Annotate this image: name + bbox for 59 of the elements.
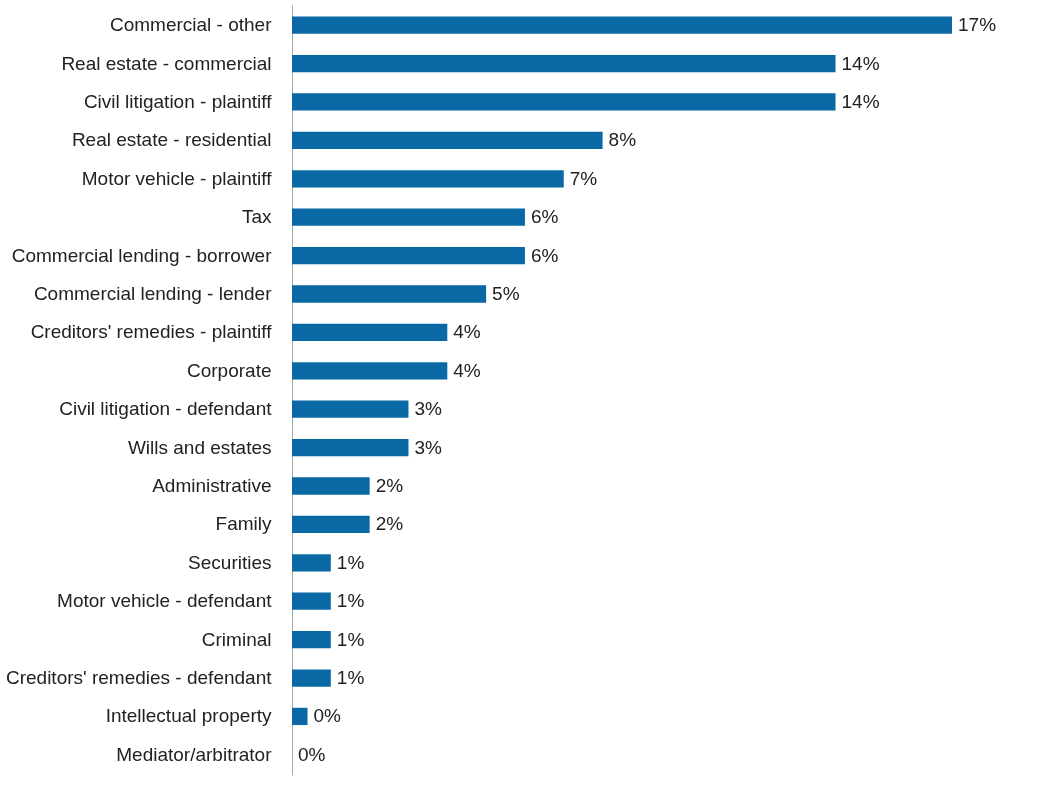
bar bbox=[292, 246, 525, 265]
y-tick-label: Criminal bbox=[201, 628, 272, 650]
bar bbox=[292, 669, 331, 687]
data-label: 7% bbox=[569, 167, 598, 189]
data-label: 3% bbox=[414, 436, 443, 458]
bar bbox=[292, 54, 836, 73]
data-label: 4% bbox=[453, 321, 481, 343]
y-tick-label: Civil litigation - defendant bbox=[59, 398, 273, 420]
bar bbox=[292, 630, 331, 649]
bar bbox=[292, 170, 564, 188]
data-label: 2% bbox=[375, 475, 404, 497]
y-tick-label: Tax bbox=[241, 206, 272, 228]
y-tick-label: Motor vehicle - plaintiff bbox=[81, 167, 273, 189]
data-label: 6% bbox=[530, 244, 559, 266]
y-tick-label: Real estate - commercial bbox=[61, 52, 272, 74]
bar bbox=[292, 707, 308, 726]
y-tick-label: Civil litigation - plaintiff bbox=[83, 90, 273, 112]
y-tick-label: Mediator/arbitrator bbox=[116, 743, 273, 765]
y-tick-label: Securities bbox=[188, 551, 272, 573]
y-tick-label: Commercial lending - borrower bbox=[11, 244, 273, 266]
bar bbox=[292, 438, 409, 457]
y-tick-label: Real estate - residential bbox=[71, 129, 272, 151]
bar bbox=[292, 208, 525, 226]
y-tick-label: Corporate bbox=[187, 359, 272, 381]
bar bbox=[292, 477, 370, 495]
data-label: 0% bbox=[313, 705, 342, 727]
y-tick-label: Creditors' remedies - plaintiff bbox=[30, 321, 273, 343]
data-label: 2% bbox=[375, 513, 404, 535]
data-label: 1% bbox=[336, 667, 365, 689]
bar bbox=[292, 323, 448, 342]
y-tick-label: Wills and estates bbox=[127, 436, 272, 458]
y-tick-label: Family bbox=[215, 513, 272, 535]
data-label: 1% bbox=[336, 628, 365, 650]
data-label: 4% bbox=[453, 359, 481, 381]
bar bbox=[292, 285, 487, 303]
data-label: 5% bbox=[492, 282, 520, 304]
data-label: 1% bbox=[336, 551, 365, 573]
bar bbox=[292, 554, 331, 572]
data-label: 14% bbox=[841, 52, 880, 74]
bar bbox=[292, 131, 603, 150]
data-label: 14% bbox=[841, 90, 880, 112]
y-tick-label: Commercial lending - lender bbox=[33, 282, 273, 304]
bar bbox=[292, 362, 448, 380]
y-tick-label: Intellectual property bbox=[105, 705, 272, 727]
data-label: 17% bbox=[958, 14, 997, 36]
y-tick-label: Administrative bbox=[152, 475, 272, 497]
data-label: 8% bbox=[608, 129, 637, 151]
bar bbox=[292, 592, 331, 610]
data-label: 0% bbox=[298, 743, 326, 765]
bar bbox=[292, 400, 409, 418]
bar bbox=[292, 16, 952, 34]
y-tick-label: Motor vehicle - defendant bbox=[57, 590, 273, 612]
bar bbox=[292, 515, 370, 534]
data-label: 1% bbox=[336, 590, 365, 612]
data-label: 6% bbox=[530, 206, 559, 228]
bar bbox=[292, 93, 836, 111]
data-label: 3% bbox=[414, 398, 443, 420]
y-tick-label: Creditors' remedies - defendant bbox=[5, 667, 273, 689]
y-tick-label: Commercial - other bbox=[109, 14, 273, 36]
